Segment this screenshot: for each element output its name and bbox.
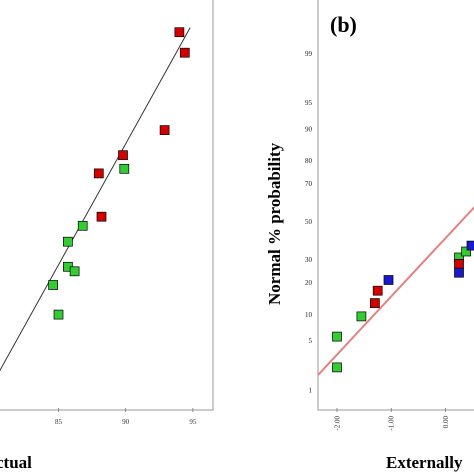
- panel-b-fit-line: [317, 206, 474, 376]
- panel-b-point-red: [372, 285, 383, 296]
- panel-a-x-tick-label: 90: [122, 418, 130, 426]
- panel-b-plot-frame: [317, 0, 474, 411]
- panel-b-y-tick-label: 20: [305, 279, 313, 287]
- panel-a-actual-vs-predicted: 85 90 95 ctual: [0, 0, 214, 472]
- panel-b-point-blue: [454, 267, 464, 278]
- panel-b-point-green: [332, 331, 342, 342]
- panel-a-fit-line-group: [0, 27, 191, 372]
- panel-a-x-tick-label: 85: [55, 418, 63, 426]
- panel-b-y-axis-label: Normal % probability: [265, 142, 284, 305]
- panel-a-point-red: [93, 168, 104, 179]
- panel-b-y-tick-label: 90: [305, 125, 313, 133]
- panel-b-y-tick-label: 99: [305, 50, 313, 58]
- panel-a-x-tick-label: 95: [189, 418, 197, 426]
- panel-a-point-green: [53, 309, 64, 320]
- panel-b-y-tick-label: 70: [305, 180, 313, 188]
- panel-a-point-green: [48, 280, 58, 290]
- panel-b-fit-line-group: [317, 206, 474, 376]
- panel-b-x-tick-label: -2.00: [333, 416, 341, 431]
- panel-b-point-red: [454, 258, 464, 269]
- panel-a-x-axis-label: ctual: [0, 453, 32, 472]
- panel-a-point-green: [69, 266, 80, 277]
- panel-a-point-green: [119, 163, 130, 174]
- panel-b-y-tick-label: 10: [305, 311, 313, 319]
- panel-b-label: (b): [330, 12, 357, 37]
- panel-a-points: [48, 27, 190, 320]
- panel-a-point-red: [159, 125, 170, 135]
- panel-b-y-ticks: 1 5 10 20 30 50 70 80 90 95 99: [305, 50, 313, 395]
- panel-b-point-blue: [466, 240, 474, 251]
- panel-b-y-tick-label: 95: [305, 99, 313, 107]
- panel-a-point-green: [63, 236, 73, 247]
- panel-b-y-tick-label: 50: [305, 218, 313, 226]
- panel-b-point-green: [332, 362, 342, 373]
- panel-b-y-tick-label: 1: [309, 386, 313, 394]
- panel-a-point-red: [179, 47, 190, 58]
- panel-a-plot-frame: [0, 0, 214, 411]
- panel-a-x-ticks: 85 90 95: [55, 408, 197, 426]
- panel-b-points: [332, 240, 474, 373]
- panel-b-point-green: [356, 311, 367, 322]
- panel-a-fit-line: [0, 27, 191, 372]
- panel-b-y-tick-label: 30: [305, 256, 313, 264]
- panel-a-point-red: [174, 27, 185, 38]
- panel-b-y-tick-label: 80: [305, 157, 313, 165]
- panel-a-point-red: [118, 150, 128, 161]
- panel-b-point-green: [461, 246, 471, 257]
- panel-b-x-tick-label: -1.00: [388, 416, 396, 431]
- panel-b-x-axis-label: Externally: [386, 453, 463, 472]
- panel-a-point-red: [96, 211, 107, 222]
- panel-b-x-ticks: -2.00 -1.00 0.00: [333, 408, 450, 431]
- panel-b-x-tick-label: 0.00: [442, 416, 450, 429]
- panel-b-point-red: [370, 298, 380, 308]
- panel-a-point-green: [77, 220, 88, 231]
- panel-b-point-blue: [383, 275, 394, 285]
- panel-b-y-tick-label: 5: [309, 337, 313, 345]
